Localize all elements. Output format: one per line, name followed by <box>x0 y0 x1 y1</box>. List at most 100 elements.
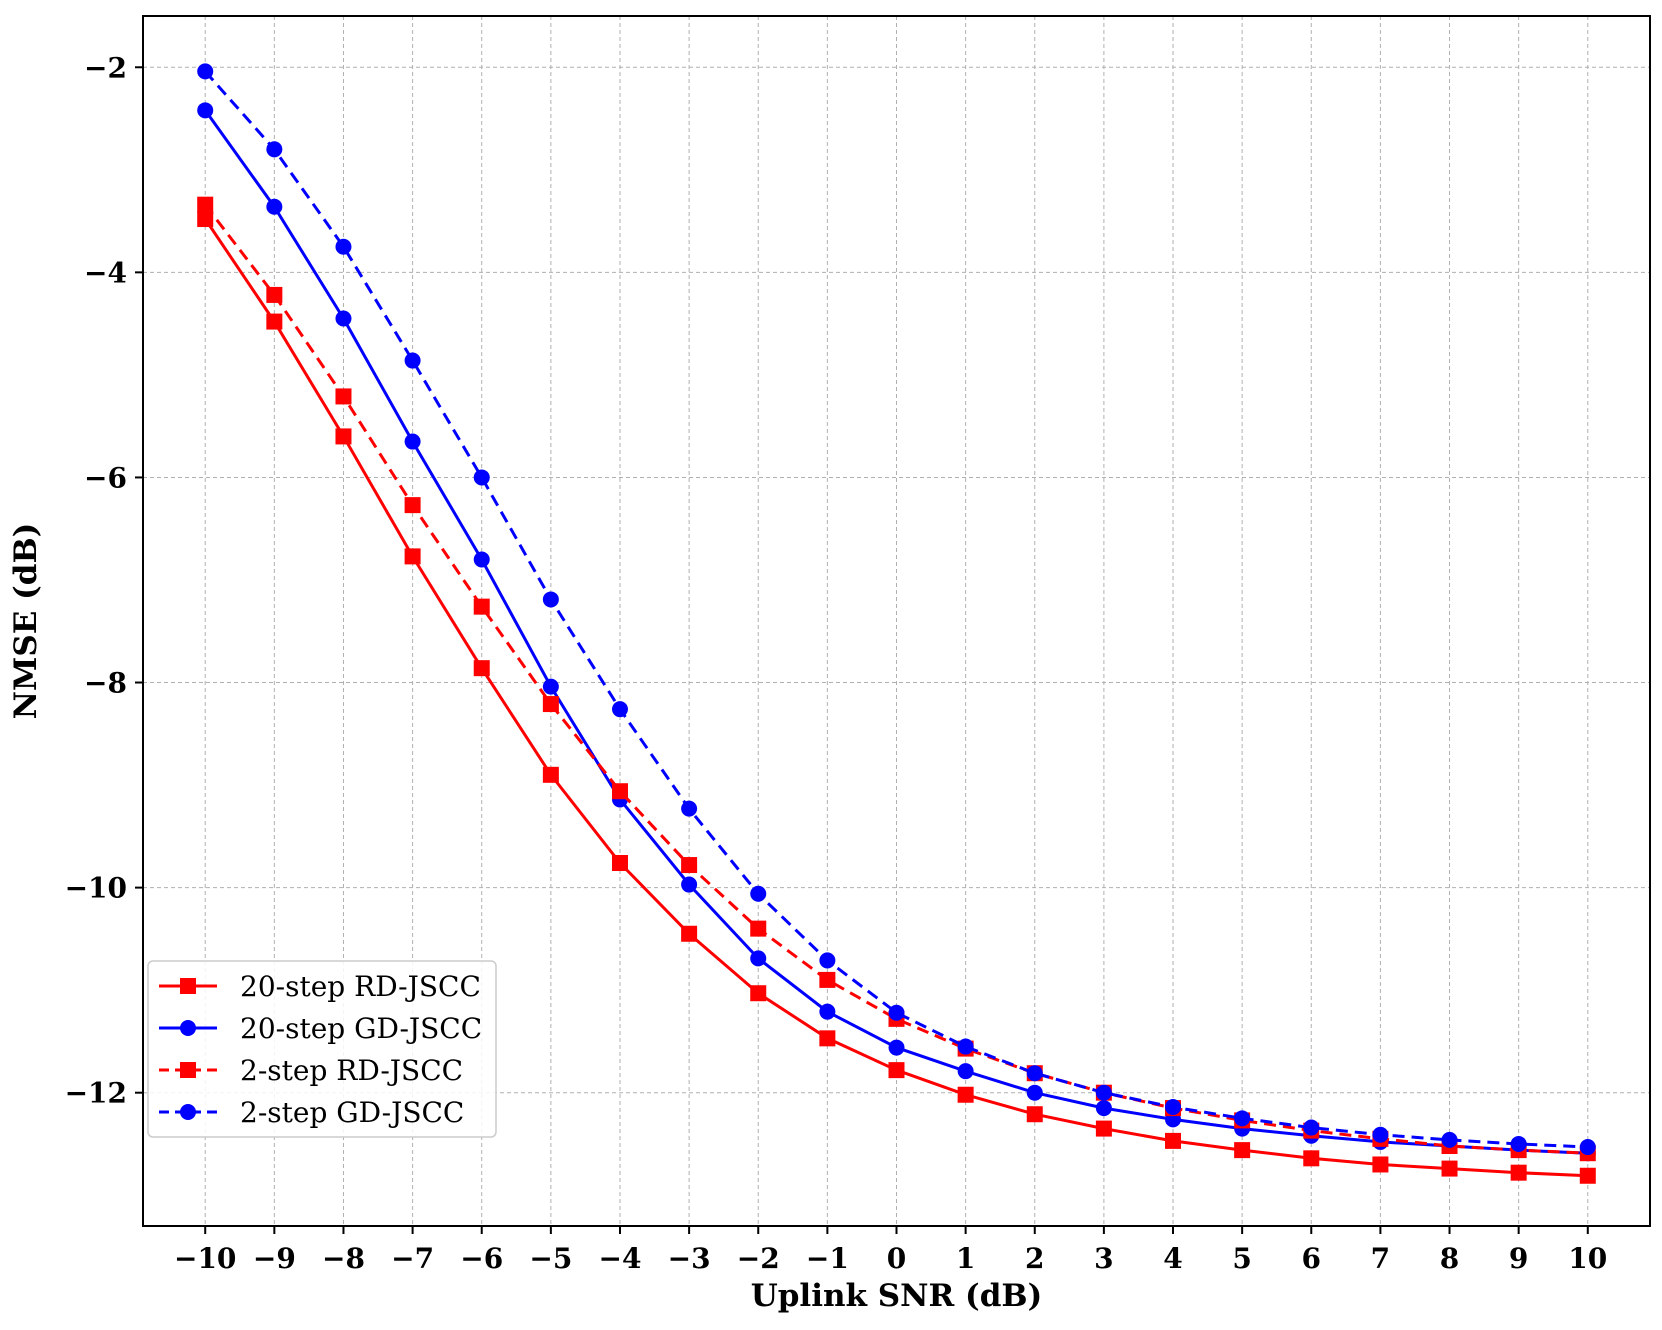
x-tick-label: 4 <box>1163 1242 1182 1275</box>
data-point <box>1165 1099 1182 1116</box>
data-point <box>1510 1135 1527 1152</box>
legend: 20-step RD-JSCC 20-step GD-JSCC 2-step RD-… <box>147 960 497 1138</box>
data-point <box>750 920 767 937</box>
x-tick-label: −9 <box>253 1242 296 1275</box>
data-point <box>1510 1164 1527 1181</box>
x-tick-label: −1 <box>806 1242 849 1275</box>
data-point <box>681 800 698 817</box>
data-point <box>197 102 214 119</box>
data-point <box>819 952 836 969</box>
data-point <box>266 313 283 330</box>
y-tick-label: −2 <box>84 51 127 84</box>
data-point <box>611 855 628 871</box>
data-point <box>542 696 559 713</box>
x-tick-label: −2 <box>737 1242 780 1275</box>
x-tick-label: 7 <box>1371 1242 1390 1275</box>
x-tick-label: 10 <box>1568 1242 1607 1275</box>
data-point <box>888 1062 905 1079</box>
data-point <box>335 238 352 255</box>
legend-label: 2-step GD-JSCC <box>240 1096 464 1129</box>
legend-label: 20-step RD-JSCC <box>240 970 481 1003</box>
data-point <box>750 885 767 902</box>
x-tick-label: −4 <box>599 1242 642 1275</box>
x-tick-label: 2 <box>1025 1242 1044 1275</box>
data-point <box>266 198 283 215</box>
data-point <box>473 598 490 615</box>
data-point <box>819 1003 836 1020</box>
data-point <box>197 196 214 213</box>
data-point <box>542 766 559 783</box>
x-tick-label: −5 <box>529 1242 572 1275</box>
data-point <box>1303 1119 1320 1136</box>
legend-swatch-marker <box>180 1104 196 1120</box>
data-point <box>1441 1131 1458 1148</box>
data-point <box>1372 1126 1389 1143</box>
data-point <box>404 497 421 514</box>
data-point <box>681 857 698 874</box>
data-point <box>542 591 559 608</box>
data-point <box>1095 1100 1112 1117</box>
data-point <box>1095 1120 1112 1137</box>
data-point <box>681 925 698 942</box>
data-point <box>681 876 698 893</box>
y-axis-title: NMSE (dB) <box>8 523 44 720</box>
ticks: −10 −9 −8 −7 −6 −5 −4 −3 −2 −1 0 1 2 3 4 5 6 7 8 9 10−2−4−6−… <box>65 51 1608 1275</box>
data-point <box>1579 1167 1596 1184</box>
legend-label: 20-step GD-JSCC <box>240 1012 482 1045</box>
data-point <box>404 548 421 565</box>
legend-item: 20-step RD-JSCC <box>159 970 481 1003</box>
data-point <box>750 950 767 967</box>
data-point <box>957 1063 974 1080</box>
legend-box <box>147 960 497 1138</box>
x-tick-label: −7 <box>391 1242 434 1275</box>
data-point <box>266 286 283 303</box>
data-point <box>473 469 490 486</box>
x-tick-label: 6 <box>1302 1242 1321 1275</box>
data-point <box>404 352 421 369</box>
data-point <box>957 1086 974 1103</box>
data-point <box>335 388 352 405</box>
x-tick-label: 1 <box>956 1242 975 1275</box>
series-line-2-step-gd-jscc <box>204 70 1588 1149</box>
data-point <box>888 1039 905 1056</box>
data-point <box>1303 1150 1320 1167</box>
data-point <box>1026 1106 1043 1123</box>
x-tick-label: 8 <box>1440 1242 1459 1275</box>
legend-swatch-marker <box>180 1020 196 1036</box>
data-point <box>1234 1142 1251 1159</box>
series-layer <box>197 63 1596 1184</box>
x-tick-label: −10 <box>174 1242 236 1275</box>
grid <box>143 16 1650 1226</box>
data-point <box>1579 1139 1596 1156</box>
data-point <box>611 783 628 800</box>
legend-item: 20-step GD-JSCC <box>159 1012 482 1045</box>
legend-label: 2-step RD-JSCC <box>240 1054 463 1087</box>
y-tick-label: −12 <box>65 1077 127 1110</box>
y-tick-label: −6 <box>84 461 127 494</box>
data-point <box>404 433 421 450</box>
data-point <box>542 678 559 695</box>
x-tick-label: 9 <box>1509 1242 1528 1275</box>
data-point <box>1165 1132 1182 1149</box>
data-point <box>1441 1160 1458 1177</box>
data-point <box>1026 1084 1043 1101</box>
data-point <box>473 551 490 568</box>
y-tick-label: −10 <box>65 872 127 905</box>
x-axis-title: Uplink SNR (dB) <box>751 1278 1043 1314</box>
series-2-step-gd-jscc <box>197 63 1596 1156</box>
x-tick-label: 3 <box>1094 1242 1113 1275</box>
y-tick-label: −4 <box>84 256 127 289</box>
data-point <box>888 1004 905 1021</box>
series-20-step-rd-jscc <box>197 211 1596 1184</box>
data-point <box>473 660 490 677</box>
data-point <box>335 310 352 327</box>
data-point <box>819 1030 836 1047</box>
data-point <box>1234 1110 1251 1127</box>
x-tick-label: −3 <box>668 1242 711 1275</box>
data-point <box>335 428 352 445</box>
data-point <box>197 211 214 228</box>
x-tick-label: −6 <box>460 1242 503 1275</box>
legend-item: 2-step RD-JSCC <box>159 1054 463 1087</box>
